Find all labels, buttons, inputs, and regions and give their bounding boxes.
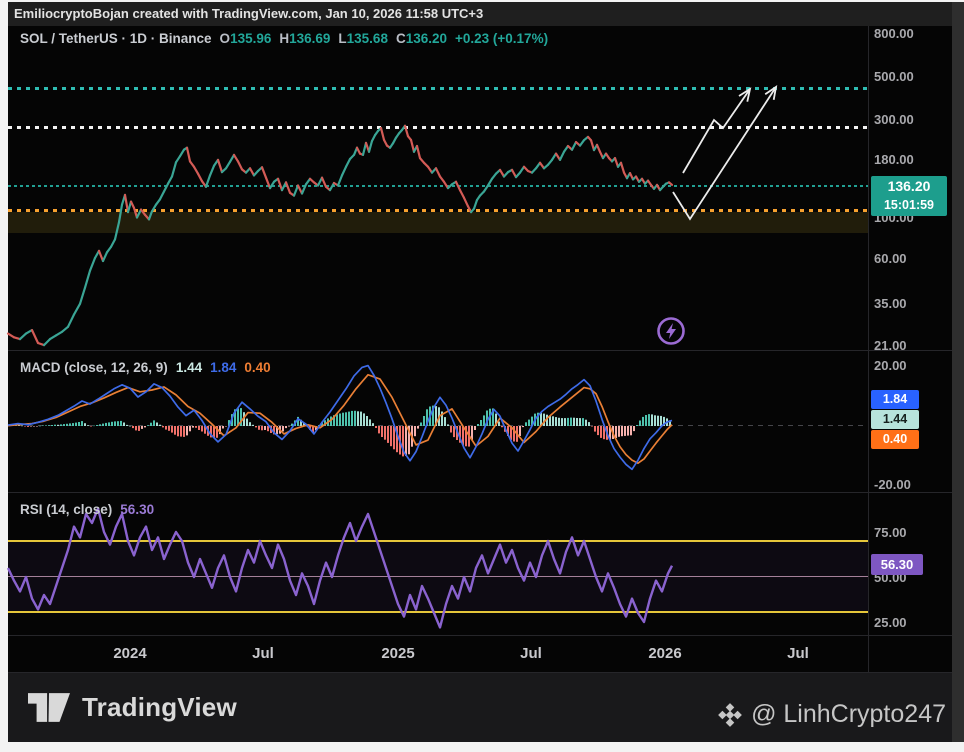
brand-name: TradingView <box>82 692 237 722</box>
macd-signal-value: 0.40 <box>244 360 271 375</box>
price-tick: 21.00 <box>874 338 907 353</box>
ohlc-low: L135.68 <box>338 31 388 46</box>
macd-line-value: 1.84 <box>210 360 237 375</box>
price-scale-divider <box>868 26 869 672</box>
mid-resistance-dotted-line[interactable] <box>8 126 868 129</box>
rsi-tick: 75.00 <box>874 525 907 540</box>
rsi-legend[interactable]: RSI (14, close) 56.30 <box>20 502 154 517</box>
price-macd-divider[interactable] <box>8 350 952 351</box>
rsi-timeaxis-divider <box>8 635 952 636</box>
macd-tick: 20.00 <box>874 358 907 373</box>
macd-rsi-divider[interactable] <box>8 492 952 493</box>
ohlc-open: O135.96 <box>219 31 272 46</box>
boost-button[interactable] <box>654 314 688 348</box>
price-tick: 800.00 <box>874 26 914 41</box>
time-tick: 2024 <box>113 645 147 662</box>
footer-divider <box>8 672 952 673</box>
bar-countdown: 15:01:59 <box>883 198 935 212</box>
macd-zero-line <box>8 425 868 426</box>
time-tick: 2026 <box>648 645 682 662</box>
macd-value-badge: 1.84 <box>871 390 919 409</box>
support-shaded-band <box>8 212 868 233</box>
symbol-legend[interactable]: SOL / TetherUS · 1D · Binance O135.96 H1… <box>20 31 548 46</box>
author-credit: @ LinhCrypto247 <box>717 700 946 729</box>
time-tick: Jul <box>787 645 809 662</box>
rsi-tick: 25.00 <box>874 615 907 630</box>
rsi-midline-50 <box>8 576 868 577</box>
binance-diamond-icon <box>718 702 742 727</box>
macd-hist-value: 1.44 <box>175 360 203 375</box>
credit-text: @ LinhCrypto247 <box>751 700 946 728</box>
rsi-overbought-line[interactable] <box>8 540 868 542</box>
last-price-value: 136.20 <box>887 178 931 194</box>
window-right-edge <box>952 2 964 742</box>
footer-bar <box>8 672 952 742</box>
time-tick: Jul <box>520 645 542 662</box>
time-tick: Jul <box>252 645 274 662</box>
lightning-icon <box>657 317 685 345</box>
price-tick: 300.00 <box>874 112 914 127</box>
rsi-value: 56.30 <box>120 502 155 517</box>
rsi-value-badge: 56.30 <box>871 554 923 575</box>
tradingview-mark-icon <box>28 693 70 722</box>
macd-label: MACD (close, 12, 26, 9) <box>20 360 168 375</box>
ohlc-close: C136.20 <box>395 31 447 46</box>
price-tick: 60.00 <box>874 251 907 266</box>
time-tick: 2025 <box>381 645 415 662</box>
tradingview-logo[interactable]: TradingView <box>28 692 237 723</box>
symbol-title[interactable]: SOL / TetherUS · 1D · Binance <box>20 31 212 46</box>
rsi-label: RSI (14, close) <box>20 502 113 517</box>
macd-signal-badge: 0.40 <box>871 430 919 449</box>
last-price-badge: 136.20 15:01:59 <box>871 176 947 216</box>
price-tick: 500.00 <box>874 69 914 84</box>
upper-target-dotted-line[interactable] <box>8 87 868 90</box>
change-value: +0.23 (+0.17%) <box>455 31 549 46</box>
rsi-oversold-line[interactable] <box>8 611 868 613</box>
last-price-dotted-line <box>8 185 873 187</box>
price-tick: 35.00 <box>874 296 907 311</box>
ohlc-high: H136.69 <box>279 31 331 46</box>
macd-legend[interactable]: MACD (close, 12, 26, 9) 1.44 1.84 0.40 <box>20 360 271 375</box>
macd-tick: -20.00 <box>874 477 911 492</box>
support-dotted-line[interactable] <box>8 209 868 212</box>
attribution-bar: EmiliocryptoBojan created with TradingVi… <box>8 2 952 26</box>
price-tick: 180.00 <box>874 152 914 167</box>
macd-hist-badge: 1.44 <box>871 410 919 429</box>
